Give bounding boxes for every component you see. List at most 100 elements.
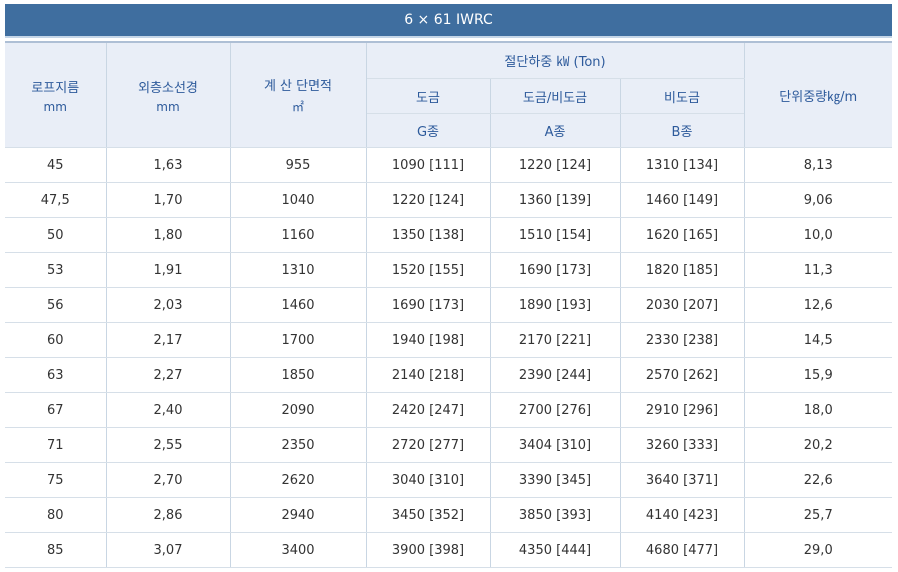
cell-grade-b: 4140 [423] bbox=[619, 497, 745, 533]
table-row: 85 3,07 3400 3900 [398] 4350 [444] 4680 … bbox=[5, 532, 892, 568]
table-row: 71 2,55 2350 2720 [277] 3404 [310] 3260 … bbox=[5, 427, 892, 463]
cell-grade-b: 3260 [333] bbox=[619, 427, 745, 463]
cell-area: 3400 bbox=[229, 532, 367, 568]
cell-outer-wire: 1,80 bbox=[105, 217, 231, 253]
cell-area: 2090 bbox=[229, 392, 367, 428]
table-row: 60 2,17 1700 1940 [198] 2170 [221] 2330 … bbox=[5, 322, 892, 358]
cell-rope-diameter: 63 bbox=[5, 357, 107, 393]
cell-grade-a: 1890 [193] bbox=[489, 287, 621, 323]
cell-grade-g: 2420 [247] bbox=[365, 392, 491, 428]
cell-area: 1040 bbox=[229, 182, 367, 218]
cell-area: 1700 bbox=[229, 322, 367, 358]
cell-area: 955 bbox=[229, 147, 367, 183]
cell-area: 2940 bbox=[229, 497, 367, 533]
cell-outer-wire: 2,17 bbox=[105, 322, 231, 358]
cell-unit-weight: 18,0 bbox=[743, 392, 892, 428]
cell-outer-wire: 2,40 bbox=[105, 392, 231, 428]
cell-grade-a: 3390 [345] bbox=[489, 462, 621, 498]
table-row: 56 2,03 1460 1690 [173] 1890 [193] 2030 … bbox=[5, 287, 892, 323]
cell-grade-a: 1510 [154] bbox=[489, 217, 621, 253]
table-row: 47,5 1,70 1040 1220 [124] 1360 [139] 146… bbox=[5, 182, 892, 218]
cell-grade-g: 1090 [111] bbox=[365, 147, 491, 183]
header-galvanized: 도금 bbox=[366, 78, 491, 114]
cell-rope-diameter: 53 bbox=[5, 252, 107, 288]
cell-area: 1460 bbox=[229, 287, 367, 323]
header-unit-weight: 단위중량㎏/m bbox=[743, 41, 892, 148]
cell-outer-wire: 2,86 bbox=[105, 497, 231, 533]
header-area: 계 산 단면적 ㎡ bbox=[229, 41, 367, 148]
cell-grade-b: 1620 [165] bbox=[619, 217, 745, 253]
cell-rope-diameter: 56 bbox=[5, 287, 107, 323]
cell-outer-wire: 2,70 bbox=[105, 462, 231, 498]
header-grade-a: A종 bbox=[489, 113, 621, 148]
cell-grade-a: 2390 [244] bbox=[489, 357, 621, 393]
header-ungalvanized: 비도금 bbox=[619, 78, 744, 114]
table-row: 80 2,86 2940 3450 [352] 3850 [393] 4140 … bbox=[5, 497, 892, 533]
cell-grade-g: 1220 [124] bbox=[365, 182, 491, 218]
cell-rope-diameter: 60 bbox=[5, 322, 107, 358]
title-divider bbox=[5, 36, 892, 38]
cell-rope-diameter: 67 bbox=[5, 392, 107, 428]
table-row: 45 1,63 955 1090 [111] 1220 [124] 1310 [… bbox=[5, 147, 892, 183]
cell-unit-weight: 12,6 bbox=[743, 287, 892, 323]
header-outer-wire-label: 외층소선경 bbox=[138, 80, 198, 96]
cell-outer-wire: 2,27 bbox=[105, 357, 231, 393]
cell-unit-weight: 10,0 bbox=[743, 217, 892, 253]
cell-grade-a: 1360 [139] bbox=[489, 182, 621, 218]
cell-grade-g: 2720 [277] bbox=[365, 427, 491, 463]
cell-grade-a: 1690 [173] bbox=[489, 252, 621, 288]
cell-area: 1310 bbox=[229, 252, 367, 288]
cell-rope-diameter: 50 bbox=[5, 217, 107, 253]
cell-grade-a: 1220 [124] bbox=[489, 147, 621, 183]
table-row: 50 1,80 1160 1350 [138] 1510 [154] 1620 … bbox=[5, 217, 892, 253]
cell-grade-g: 1690 [173] bbox=[365, 287, 491, 323]
cell-grade-g: 1520 [155] bbox=[365, 252, 491, 288]
cell-outer-wire: 1,63 bbox=[105, 147, 231, 183]
cell-grade-b: 3640 [371] bbox=[619, 462, 745, 498]
table-row: 53 1,91 1310 1520 [155] 1690 [173] 1820 … bbox=[5, 252, 892, 288]
header-grade-g: G종 bbox=[366, 113, 491, 148]
cell-grade-b: 2030 [207] bbox=[619, 287, 745, 323]
header-area-unit: ㎡ bbox=[291, 100, 304, 114]
cell-outer-wire: 1,70 bbox=[105, 182, 231, 218]
header-rope-diameter-label: 로프지름 bbox=[31, 80, 80, 96]
header-rope-diameter: 로프지름 mm bbox=[5, 41, 107, 148]
cell-grade-a: 2700 [276] bbox=[489, 392, 621, 428]
cell-grade-b: 1310 [134] bbox=[619, 147, 745, 183]
cell-unit-weight: 20,2 bbox=[743, 427, 892, 463]
cell-outer-wire: 1,91 bbox=[105, 252, 231, 288]
cell-grade-a: 3404 [310] bbox=[489, 427, 621, 463]
cell-unit-weight: 22,6 bbox=[743, 462, 892, 498]
cell-grade-g: 3450 [352] bbox=[365, 497, 491, 533]
header-breaking-load: 절단하중 ㎾ (Ton) bbox=[365, 41, 745, 79]
cell-outer-wire: 2,03 bbox=[105, 287, 231, 323]
header-area-label: 계 산 단면적 bbox=[263, 79, 333, 94]
cell-rope-diameter: 45 bbox=[5, 147, 107, 183]
cell-unit-weight: 29,0 bbox=[743, 532, 892, 568]
cell-unit-weight: 14,5 bbox=[743, 322, 892, 358]
table-row: 67 2,40 2090 2420 [247] 2700 [276] 2910 … bbox=[5, 392, 892, 428]
header-outer-wire-unit: mm bbox=[156, 99, 180, 114]
table-title: 6 × 61 IWRC bbox=[5, 4, 892, 36]
wire-rope-spec-table: 로프지름 mm 외층소선경 mm 계 산 단면적 ㎡ 절단하중 ㎾ (Ton) … bbox=[5, 41, 892, 568]
cell-grade-b: 2570 [262] bbox=[619, 357, 745, 393]
header-rope-diameter-unit: mm bbox=[43, 99, 67, 114]
cell-grade-b: 1820 [185] bbox=[619, 252, 745, 288]
header-galv-ungalv: 도금/비도금 bbox=[489, 78, 621, 114]
cell-grade-g: 3040 [310] bbox=[365, 462, 491, 498]
cell-grade-a: 4350 [444] bbox=[489, 532, 621, 568]
cell-unit-weight: 8,13 bbox=[743, 147, 892, 183]
cell-grade-g: 3900 [398] bbox=[365, 532, 491, 568]
cell-rope-diameter: 85 bbox=[5, 532, 107, 568]
cell-rope-diameter: 47,5 bbox=[5, 182, 107, 218]
cell-area: 2350 bbox=[229, 427, 367, 463]
cell-unit-weight: 9,06 bbox=[743, 182, 892, 218]
cell-grade-a: 3850 [393] bbox=[489, 497, 621, 533]
cell-rope-diameter: 80 bbox=[5, 497, 107, 533]
header-outer-wire: 외층소선경 mm bbox=[105, 41, 231, 148]
header-grade-b: B종 bbox=[619, 113, 744, 148]
cell-area: 2620 bbox=[229, 462, 367, 498]
cell-grade-g: 1940 [198] bbox=[365, 322, 491, 358]
cell-grade-g: 1350 [138] bbox=[365, 217, 491, 253]
cell-unit-weight: 11,3 bbox=[743, 252, 892, 288]
